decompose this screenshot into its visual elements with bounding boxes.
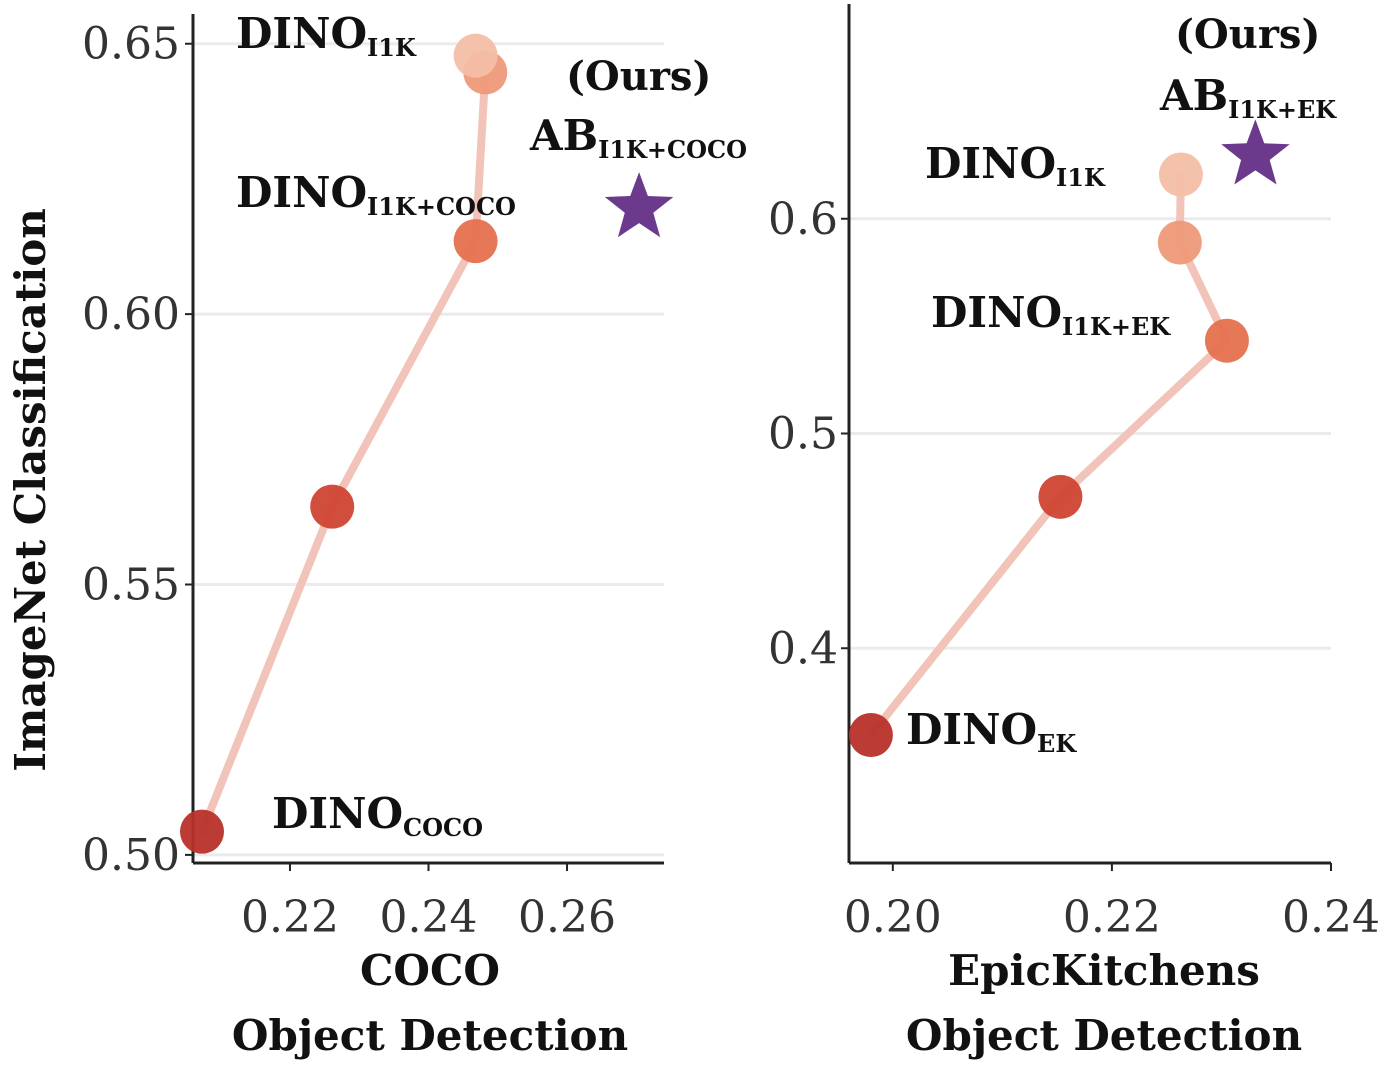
x-tick-label: 0.24: [380, 892, 478, 943]
point-label: DINOI1K: [236, 9, 417, 62]
chart-panel-coco: 0.50 0.55 0.60 0.65 0.22 0.24 0.26 COCO Object D…: [6, 9, 747, 1060]
point-label: DINOEK: [906, 705, 1077, 758]
data-point: [1157, 220, 1202, 265]
x-axis-label: Object Detection: [232, 1011, 628, 1060]
ours-star-marker: [1221, 119, 1290, 185]
point-label: ABI1K+COCO: [529, 111, 747, 164]
data-point: [1158, 152, 1203, 197]
ours-label: (Ours): [566, 53, 711, 100]
ours-star-marker: [604, 172, 674, 238]
y-tick-label: 0.50: [82, 830, 180, 881]
point-label: DINOI1K+EK: [931, 288, 1171, 341]
x-tick-label: 0.20: [844, 892, 942, 943]
y-tick-label: 0.55: [82, 560, 180, 611]
data-point: [453, 219, 498, 264]
x-axis-label: EpicKitchens: [948, 946, 1260, 995]
y-tick-label: 0.65: [82, 19, 180, 70]
data-point: [848, 713, 893, 758]
data-point: [453, 33, 498, 78]
point-label: DINOCOCO: [272, 789, 483, 842]
x-tick-label: 0.22: [241, 892, 339, 943]
data-point: [180, 809, 225, 854]
y-tick-label: 0.6: [768, 194, 838, 245]
ours-label: (Ours): [1175, 11, 1320, 58]
y-tick-label: 0.5: [768, 409, 838, 460]
data-point: [1204, 318, 1249, 363]
y-tick-label: 0.4: [768, 623, 838, 674]
x-tick-label: 0.24: [1282, 892, 1380, 943]
data-point: [310, 484, 355, 529]
x-axis-label: Object Detection: [906, 1011, 1302, 1060]
data-point: [1038, 474, 1083, 519]
x-tick-label: 0.26: [518, 892, 616, 943]
chart-panel-epickitchens: 0.4 0.5 0.6 0.20 0.22 0.24 EpicKitchens Object …: [768, 4, 1380, 1060]
x-tick-label: 0.22: [1063, 892, 1161, 943]
point-label: ABI1K+EK: [1159, 71, 1337, 124]
y-tick-label: 0.60: [82, 289, 180, 340]
x-axis-label: COCO: [360, 946, 500, 995]
point-label: DINOI1K: [925, 139, 1106, 192]
y-axis-label: ImageNet Classification: [6, 208, 55, 772]
point-label: DINOI1K+COCO: [236, 168, 516, 221]
